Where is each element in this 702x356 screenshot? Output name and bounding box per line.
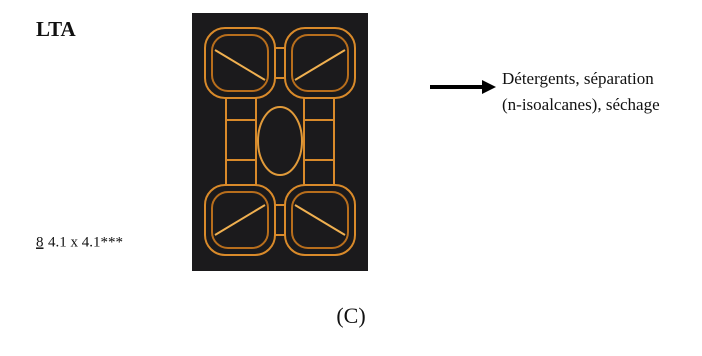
arrow <box>430 80 496 94</box>
figure: LTA Détergen <box>0 0 702 356</box>
lta-structure-image <box>192 13 368 271</box>
ring-size: 8 <box>36 234 44 250</box>
use-line: (n-isoalcanes), séchage <box>502 95 660 114</box>
zeolite-label: LTA <box>36 17 77 41</box>
caption: (C) <box>336 303 365 328</box>
use-line: Détergents, séparation <box>502 69 654 88</box>
pore-size: 4.1 x 4.1*** <box>48 234 123 250</box>
